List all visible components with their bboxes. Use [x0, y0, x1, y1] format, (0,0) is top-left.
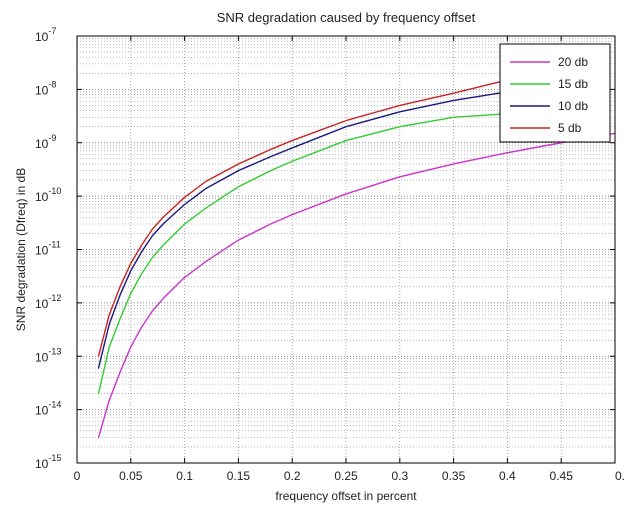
x-tick-label: 0.1	[176, 469, 193, 483]
x-tick-label: 0.05	[119, 469, 143, 483]
legend-label: 15 db	[558, 77, 588, 91]
legend-label: 20 db	[558, 55, 588, 69]
y-tick-label: 10-7	[35, 26, 56, 44]
series-line-5-db	[97, 79, 509, 357]
x-tick-label: 0.2	[284, 469, 301, 483]
x-axis-label: frequency offset in percent	[275, 489, 417, 503]
y-tick-label: 10-14	[35, 400, 61, 418]
y-tick-label: 10-9	[35, 133, 56, 151]
legend: 20 db 15 db 10 db 5 db	[499, 43, 611, 143]
series-lines	[97, 79, 616, 439]
axes: 0 0.05 0.1 0.15 0.2 0.25 0.3 0.35 0.4 0.45 0.5 10-1…	[35, 26, 625, 483]
x-tick-label: 0.25	[334, 469, 358, 483]
chart-title: SNR degradation caused by frequency offs…	[217, 10, 476, 25]
x-tick-label: 0.3	[391, 469, 408, 483]
y-tick-label: 10-12	[35, 293, 61, 311]
series-line-20-db	[97, 132, 616, 439]
legend-label: 10 db	[558, 99, 588, 113]
y-tick-label: 10-11	[35, 240, 61, 258]
x-tick-label: 0	[74, 469, 81, 483]
y-tick-label: 10-8	[35, 79, 56, 97]
y-tick-label: 10-15	[35, 453, 61, 471]
legend-label: 5 db	[558, 121, 582, 135]
y-axis-label: SNR degradation (Dfreq) in dB	[14, 168, 28, 331]
x-tick-label: 0.4	[499, 469, 516, 483]
x-tick-label: 0.45	[550, 469, 574, 483]
series-line-10-db	[97, 91, 509, 369]
y-tick-label: 10-13	[35, 346, 61, 364]
legend-box	[499, 43, 611, 143]
x-tick-label: 0.35	[442, 469, 466, 483]
x-tick-label: 0.5	[615, 469, 625, 483]
x-tick-label: 0.15	[227, 469, 251, 483]
y-tick-label: 10-10	[35, 186, 61, 204]
series-line-15-db	[97, 113, 509, 395]
